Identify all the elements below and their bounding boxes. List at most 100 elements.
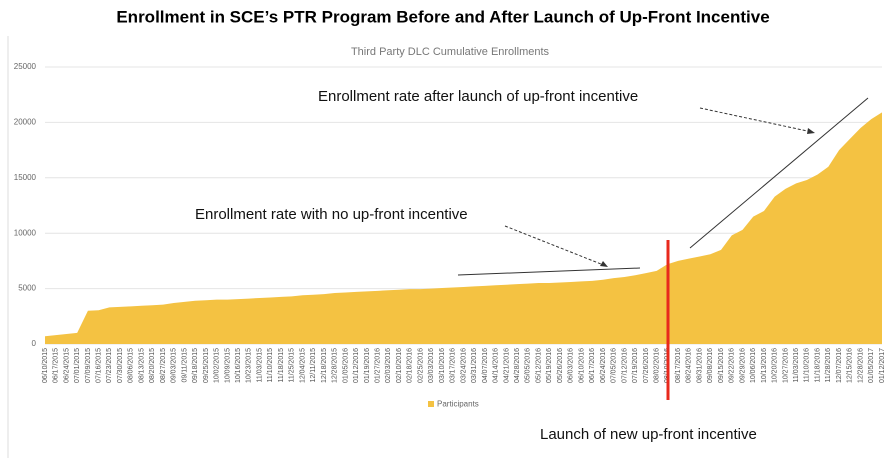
x-tick-label: 10/02/2015 [214, 348, 221, 383]
area [45, 112, 882, 344]
x-tick-label: 04/14/2016 [493, 348, 500, 383]
arrow [504, 225, 607, 267]
x-tick-label: 01/27/2016 [374, 348, 381, 383]
x-tick-label: 12/11/2015 [310, 348, 317, 383]
x-tick-label: 07/23/2015 [106, 348, 113, 383]
x-tick-label: 12/18/2015 [321, 348, 328, 383]
x-tick-label: 07/30/2015 [117, 348, 124, 383]
x-tick-label: 08/17/2016 [675, 348, 682, 383]
x-tick-label: 10/16/2015 [235, 348, 242, 383]
chart-subtitle: Third Party DLC Cumulative Enrollments [351, 46, 550, 58]
x-tick-label: 01/12/2016 [353, 348, 360, 383]
x-tick-label: 12/15/2016 [847, 348, 854, 383]
x-tick-label: 07/16/2015 [95, 348, 102, 383]
x-tick-label: 02/03/2016 [385, 348, 392, 383]
x-tick-label: 04/07/2016 [482, 348, 489, 383]
x-tick-label: 01/05/2017 [868, 348, 875, 383]
x-tick-label: 06/24/2016 [600, 348, 607, 383]
x-tick-label: 06/24/2015 [63, 348, 70, 383]
x-tick-label: 09/03/2015 [171, 348, 178, 383]
x-tick-label: 08/13/2015 [138, 348, 145, 383]
arrow [699, 107, 813, 133]
y-tick-label: 0 [32, 339, 37, 348]
x-tick-label: 07/01/2015 [74, 348, 81, 383]
x-tick-label: 06/03/2016 [568, 348, 575, 383]
x-tick-label: 10/20/2016 [772, 348, 779, 383]
x-tick-label: 09/22/2016 [729, 348, 736, 383]
x-tick-label: 07/19/2016 [632, 348, 639, 383]
x-tick-label: 03/17/2016 [450, 348, 457, 383]
x-tick-label: 07/05/2016 [611, 348, 618, 383]
x-tick-label: 12/28/2016 [857, 348, 864, 383]
x-tick-label: 08/27/2015 [160, 348, 167, 383]
x-tick-label: 09/15/2016 [718, 348, 725, 383]
x-tick-label: 11/28/2016 [825, 348, 832, 383]
x-tick-label: 02/18/2016 [407, 348, 414, 383]
x-tick-label: 08/24/2016 [686, 348, 693, 383]
y-tick-label: 5000 [18, 284, 36, 293]
x-tick-label: 11/03/2016 [793, 348, 800, 383]
x-tick-label: 12/07/2016 [836, 348, 843, 383]
x-tick-label: 12/04/2015 [299, 348, 306, 383]
x-tick-label: 11/10/2015 [267, 348, 274, 383]
x-tick-label: 01/12/2017 [879, 348, 886, 383]
y-tick-label: 20000 [14, 118, 37, 127]
x-tick-label: 07/09/2015 [85, 348, 92, 383]
x-tick-label: 11/25/2015 [289, 348, 296, 383]
x-tick-label: 09/29/2016 [739, 348, 746, 383]
x-tick-label: 08/20/2015 [149, 348, 156, 383]
x-tick-label: 09/18/2015 [192, 348, 199, 383]
x-tick-label: 06/10/2016 [578, 348, 585, 383]
x-tick-label: 05/05/2016 [525, 348, 532, 383]
y-tick-label: 15000 [14, 173, 37, 182]
x-tick-label: 09/08/2016 [707, 348, 714, 383]
x-tick-label: 10/13/2016 [761, 348, 768, 383]
x-tick-label: 04/28/2016 [514, 348, 521, 383]
legend-label: Participants [437, 400, 479, 409]
x-tick-label: 10/06/2016 [750, 348, 757, 383]
x-tick-label: 02/10/2016 [396, 348, 403, 383]
x-tick-label: 11/18/2016 [814, 348, 821, 383]
x-tick-label: 12/28/2015 [332, 348, 339, 383]
x-tick-label: 01/19/2016 [364, 348, 371, 383]
y-tick-label: 25000 [14, 62, 37, 71]
x-tick-label: 11/10/2016 [804, 348, 811, 383]
x-tick-label: 07/12/2016 [621, 348, 628, 383]
x-tick-label: 08/02/2016 [653, 348, 660, 383]
x-tick-label: 05/12/2016 [535, 348, 542, 383]
x-tick-label: 09/11/2015 [181, 348, 188, 383]
x-tick-label: 03/10/2016 [439, 348, 446, 383]
annotation: Enrollment rate with no up-front incenti… [195, 206, 468, 223]
x-tick-label: 08/06/2015 [128, 348, 135, 383]
x-tick-label: 10/23/2015 [246, 348, 253, 383]
x-tick-label: 02/25/2016 [417, 348, 424, 383]
plot: 0 5000 10000 15000 20000 25000 06/10/2015 06/17… [14, 62, 886, 409]
y-tick-label: 10000 [14, 228, 37, 237]
arrow-head [807, 128, 815, 134]
trend-line [689, 97, 869, 249]
annotation: Launch of new up-front incentive [540, 426, 757, 443]
x-tick-label: 10/27/2016 [782, 348, 789, 383]
x-tick-label: 04/21/2016 [503, 348, 510, 383]
x-tick-label: 11/18/2015 [278, 348, 285, 383]
x-tick-label: 06/17/2015 [53, 348, 60, 383]
x-tick-label: 07/26/2016 [643, 348, 650, 383]
x-tick-label: 05/26/2016 [557, 348, 564, 383]
x-tick-label: 01/05/2016 [342, 348, 349, 383]
legend-swatch [428, 401, 434, 407]
arrow-head [600, 261, 608, 267]
x-tick-label: 03/24/2016 [460, 348, 467, 383]
x-tick-label: 03/03/2016 [428, 348, 435, 383]
trend-line [457, 267, 641, 276]
annotation: Enrollment rate after launch of up-front… [318, 88, 638, 105]
x-tick-label: 06/17/2016 [589, 348, 596, 383]
x-tick-label: 03/31/2016 [471, 348, 478, 383]
x-tick-label: 11/03/2015 [256, 348, 263, 383]
chart-title: Enrollment in SCE’s PTR Program Before a… [116, 7, 769, 26]
x-tick-label: 06/10/2015 [42, 348, 49, 383]
x-tick-label: 08/31/2016 [696, 348, 703, 383]
x-tick-label: 05/19/2016 [546, 348, 553, 383]
x-tick-label: 10/09/2015 [224, 348, 231, 383]
x-tick-label: 09/25/2015 [203, 348, 210, 383]
